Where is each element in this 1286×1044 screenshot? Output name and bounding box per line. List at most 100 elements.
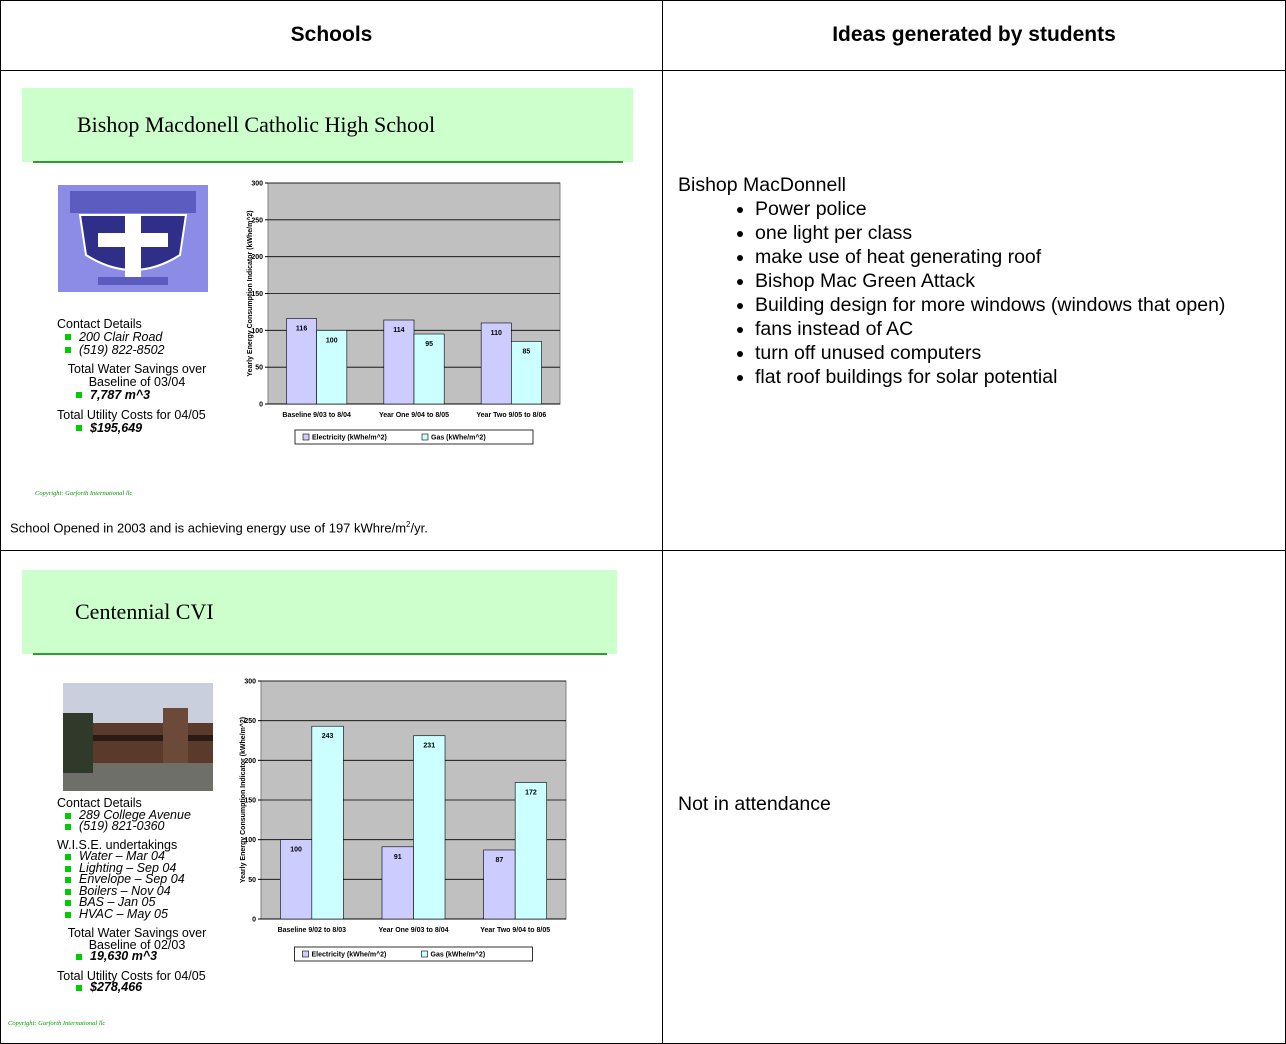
ideas-text: Not in attendance bbox=[678, 793, 831, 815]
contact-list: 200 Clair Road (519) 822-8502 bbox=[57, 331, 217, 357]
y-tick-label: 200 bbox=[244, 758, 256, 765]
list-item: Envelope – Sep 04 bbox=[65, 873, 217, 886]
x-tick-label: Year Two 9/05 to 8/06 bbox=[476, 412, 546, 419]
value-label: 110 bbox=[491, 330, 502, 337]
value-label: 114 bbox=[393, 327, 404, 334]
bar bbox=[383, 319, 415, 405]
bar bbox=[511, 341, 542, 405]
list-item: 289 College Avenue bbox=[65, 809, 217, 822]
value-label: 172 bbox=[525, 790, 537, 797]
legend-swatch bbox=[302, 950, 309, 958]
column-header: Ideas generated by students bbox=[832, 23, 1116, 46]
note-text: /yr. bbox=[410, 520, 428, 536]
y-tick-label: 100 bbox=[251, 328, 263, 335]
value-label: 243 bbox=[322, 733, 334, 740]
info-block: Contact Details 200 Clair Road (519) 822-… bbox=[57, 318, 217, 435]
info-block: Contact Details 289 College Avenue (519) … bbox=[57, 796, 217, 994]
list-item: one light per class bbox=[755, 221, 1278, 245]
value-label: 91 bbox=[394, 854, 402, 861]
y-tick-label: 0 bbox=[252, 917, 256, 924]
list-item: make use of heat generating roof bbox=[755, 245, 1278, 269]
list-item: Water – Mar 04 bbox=[65, 850, 217, 863]
list-item: flat roof buildings for solar potential bbox=[755, 365, 1278, 389]
list-item: Bishop Mac Green Attack bbox=[755, 269, 1278, 293]
y-tick-label: 150 bbox=[244, 798, 256, 805]
divider bbox=[33, 653, 607, 655]
y-tick-label: 300 bbox=[244, 679, 256, 686]
y-axis-label: Yearly Energy Consumption Indicator (kWh… bbox=[239, 717, 247, 883]
text-line: Baseline of 02/03 bbox=[88, 937, 186, 952]
header-cell: Ideas generated by students bbox=[662, 0, 1286, 71]
water-value: 7,787 m^3 bbox=[57, 389, 217, 402]
list-item: turn off unused computers bbox=[755, 341, 1278, 365]
contact-heading: Contact Details bbox=[57, 317, 142, 331]
copyright: Copyright: Garforth International llc bbox=[8, 1020, 106, 1027]
value-label: 231 bbox=[423, 743, 435, 750]
list-item: Boilers – Nov 04 bbox=[65, 885, 217, 898]
water-value: 19,630 m^3 bbox=[57, 950, 217, 963]
legend-box bbox=[294, 946, 533, 962]
x-tick-label: Year Two 9/04 to 8/05 bbox=[480, 927, 550, 934]
text-line: Total Water Savings over bbox=[67, 362, 207, 376]
bar bbox=[480, 322, 512, 405]
y-tick-label: 250 bbox=[251, 217, 263, 224]
header-cell: Schools bbox=[0, 0, 663, 71]
legend-label: Electricity (kWhe/m^2) bbox=[312, 951, 387, 959]
legend-label: Electricity (kWhe/m^2) bbox=[312, 434, 387, 442]
school-name: Centennial CVI bbox=[75, 599, 214, 624]
legend-label: Gas (kWhe/m^2) bbox=[431, 951, 486, 959]
list-item: fans instead of AC bbox=[755, 317, 1278, 341]
text-line: Total Water Savings over bbox=[67, 926, 207, 940]
chart: 0 50 100 150 200 250 300 Yearly Energy Consumpt… bbox=[239, 679, 567, 962]
legend-swatch bbox=[302, 433, 310, 441]
cost-value: $278,466 bbox=[57, 981, 217, 994]
contact-heading: Contact Details bbox=[57, 796, 142, 810]
list-item: BAS – Jan 05 bbox=[65, 896, 217, 909]
y-tick-label: 300 bbox=[251, 181, 263, 188]
contact-list: 289 College Avenue (519) 821-0360 bbox=[57, 809, 217, 833]
column-header: Schools bbox=[290, 23, 373, 46]
value-label: 100 bbox=[326, 337, 338, 344]
legend-box bbox=[294, 429, 534, 445]
ideas-heading: Bishop MacDonnell bbox=[678, 174, 847, 196]
value-label: 87 bbox=[496, 857, 504, 864]
value-label: 85 bbox=[523, 348, 531, 355]
school-name: Bishop Macdonell Catholic High School bbox=[77, 112, 436, 137]
text-line: Baseline of 03/04 bbox=[88, 375, 186, 389]
legend-swatch bbox=[421, 950, 428, 958]
value-label: 116 bbox=[296, 326, 307, 333]
school-logo bbox=[58, 185, 208, 292]
y-tick-label: 150 bbox=[251, 291, 263, 298]
bar bbox=[311, 725, 344, 920]
copyright: Copyright: Garforth International llc bbox=[35, 490, 133, 497]
y-tick-label: 250 bbox=[244, 718, 256, 725]
school-photo bbox=[63, 683, 213, 791]
title-banner bbox=[22, 88, 633, 162]
legend-swatch bbox=[421, 433, 429, 441]
list-item: Power police bbox=[755, 197, 1278, 221]
note-text: School Opened in 2003 and is achieving e… bbox=[10, 520, 407, 536]
y-tick-label: 50 bbox=[248, 877, 256, 884]
note: School Opened in 2003 and is achieving e… bbox=[10, 520, 428, 535]
legend-label: Gas (kWhe/m^2) bbox=[431, 434, 486, 442]
y-tick-label: 200 bbox=[251, 254, 263, 261]
water-heading: Total Water Savings over Baseline of 02/0… bbox=[57, 926, 217, 952]
ideas-list: Power policeone light per classmake use … bbox=[678, 197, 1278, 389]
bar bbox=[280, 839, 313, 920]
bar bbox=[316, 330, 348, 405]
cost-heading: Total Utility Costs for 04/05 bbox=[57, 968, 206, 983]
y-axis-label: Yearly Energy Consumption Indicator (kWh… bbox=[246, 210, 254, 376]
list-item: (519) 822-8502 bbox=[65, 344, 217, 357]
list-item: HVAC – May 05 bbox=[65, 908, 217, 921]
cost-heading: Total Utility Costs for 04/05 bbox=[57, 408, 206, 422]
bar bbox=[413, 735, 446, 920]
y-tick-label: 100 bbox=[244, 837, 256, 844]
superscript: 2 bbox=[406, 520, 411, 529]
y-tick-label: 0 bbox=[259, 402, 263, 409]
y-tick-label: 50 bbox=[255, 365, 263, 372]
x-tick-label: Baseline 9/02 to 8/03 bbox=[278, 927, 347, 934]
x-tick-label: Year One 9/03 to 8/04 bbox=[378, 927, 448, 934]
wise-heading: W.I.S.E. undertakings bbox=[57, 837, 178, 852]
wise-list: Water – Mar 04 Lighting – Sep 04 Envelope … bbox=[57, 850, 217, 921]
